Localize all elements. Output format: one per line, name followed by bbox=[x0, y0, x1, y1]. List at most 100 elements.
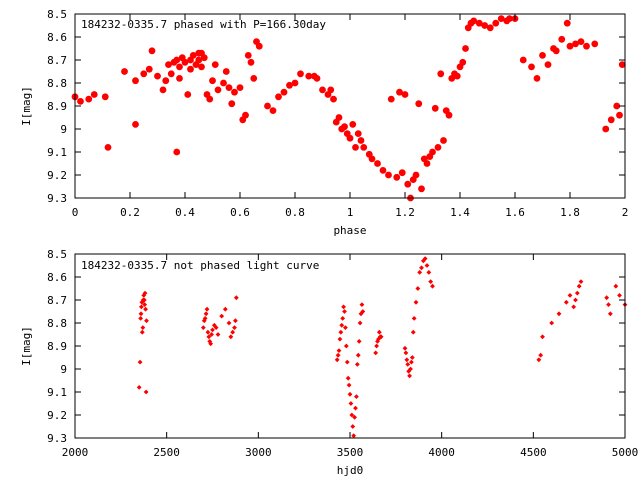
data-point bbox=[428, 279, 434, 284]
data-point bbox=[613, 283, 619, 289]
data-point bbox=[291, 79, 299, 87]
data-point bbox=[187, 65, 194, 73]
data-point bbox=[481, 22, 489, 29]
data-point bbox=[431, 104, 439, 112]
data-point bbox=[347, 391, 353, 397]
data-point bbox=[138, 311, 144, 317]
data-point bbox=[437, 70, 445, 78]
data-point bbox=[357, 137, 365, 144]
data-point bbox=[486, 24, 494, 32]
data-point bbox=[583, 42, 590, 50]
data-point bbox=[558, 35, 566, 43]
data-point bbox=[205, 329, 211, 335]
data-point bbox=[407, 373, 412, 379]
data-point bbox=[211, 322, 217, 328]
data-point bbox=[607, 116, 615, 124]
data-point bbox=[132, 121, 139, 128]
data-point bbox=[410, 329, 416, 335]
x-axis-label: phase bbox=[333, 224, 366, 237]
data-point bbox=[144, 318, 149, 324]
data-point bbox=[198, 63, 205, 71]
data-point bbox=[356, 339, 362, 344]
data-point bbox=[176, 63, 183, 71]
data-point bbox=[148, 47, 156, 55]
data-point bbox=[225, 84, 233, 91]
y-tick-label: 9.2 bbox=[47, 409, 67, 422]
y-tick-label: 8.5 bbox=[47, 8, 67, 21]
data-point bbox=[211, 61, 219, 68]
y-tick-label: 9.3 bbox=[47, 432, 67, 445]
data-point bbox=[280, 88, 288, 96]
data-point bbox=[233, 295, 239, 301]
x-tick-label: 0.2 bbox=[120, 206, 140, 219]
data-point bbox=[101, 93, 109, 101]
data-point bbox=[404, 180, 412, 188]
data-point bbox=[145, 65, 153, 73]
data-point bbox=[419, 265, 424, 271]
data-point bbox=[319, 86, 326, 94]
data-point bbox=[176, 75, 183, 82]
y-tick-label: 9 bbox=[60, 363, 67, 376]
plot-frame bbox=[74, 253, 626, 439]
x-tick-label: 1.8 bbox=[560, 206, 580, 219]
data-point bbox=[202, 316, 208, 321]
y-tick-label: 9.3 bbox=[47, 192, 67, 205]
y-tick-label: 8.6 bbox=[47, 271, 67, 284]
data-point bbox=[140, 70, 148, 78]
data-point bbox=[475, 19, 483, 27]
data-point bbox=[200, 325, 206, 330]
data-point bbox=[173, 56, 181, 64]
data-point bbox=[353, 405, 358, 411]
data-point bbox=[618, 61, 626, 68]
data-point bbox=[374, 343, 379, 349]
y-tick-label: 8.7 bbox=[47, 54, 67, 67]
data-point bbox=[162, 77, 170, 85]
data-point bbox=[255, 42, 263, 50]
data-point bbox=[222, 306, 228, 312]
data-point bbox=[173, 148, 181, 156]
data-point bbox=[470, 17, 478, 25]
data-point bbox=[415, 286, 421, 291]
data-point bbox=[357, 320, 363, 326]
data-point bbox=[330, 95, 337, 103]
y-tick-label: 8.5 bbox=[47, 248, 67, 261]
data-point bbox=[354, 130, 362, 138]
data-point bbox=[250, 75, 258, 82]
data-point bbox=[374, 160, 381, 167]
data-point bbox=[379, 167, 387, 174]
x-tick-label: 0.6 bbox=[230, 206, 250, 219]
data-point bbox=[412, 171, 420, 179]
y-axis-label: I[mag] bbox=[20, 86, 33, 126]
data-point bbox=[574, 290, 580, 296]
data-point bbox=[352, 414, 357, 420]
data-point bbox=[613, 102, 621, 110]
y-tick-label: 8.8 bbox=[47, 77, 67, 90]
data-point bbox=[269, 107, 277, 114]
data-point bbox=[566, 42, 574, 50]
x-tick-label: 0.4 bbox=[175, 206, 195, 219]
data-point bbox=[77, 98, 84, 105]
data-point bbox=[189, 52, 197, 59]
y-tick-label: 9.1 bbox=[47, 146, 67, 159]
data-point bbox=[538, 352, 544, 358]
data-point bbox=[236, 84, 244, 91]
data-point bbox=[415, 100, 423, 108]
x-tick-label: 3000 bbox=[245, 446, 272, 459]
x-tick-label: 2500 bbox=[153, 446, 180, 459]
data-point bbox=[404, 357, 410, 363]
data-point bbox=[206, 334, 212, 340]
data-point bbox=[422, 256, 428, 261]
data-point bbox=[378, 334, 384, 340]
data-point bbox=[409, 359, 414, 365]
x-tick-label: 2000 bbox=[62, 446, 89, 459]
data-point bbox=[536, 357, 542, 363]
data-point bbox=[616, 111, 623, 119]
data-point bbox=[338, 329, 344, 335]
data-point bbox=[617, 293, 622, 298]
data-point bbox=[90, 91, 98, 98]
data-point bbox=[376, 329, 382, 335]
data-point bbox=[528, 63, 535, 71]
data-point bbox=[167, 70, 175, 78]
data-point bbox=[200, 54, 208, 62]
